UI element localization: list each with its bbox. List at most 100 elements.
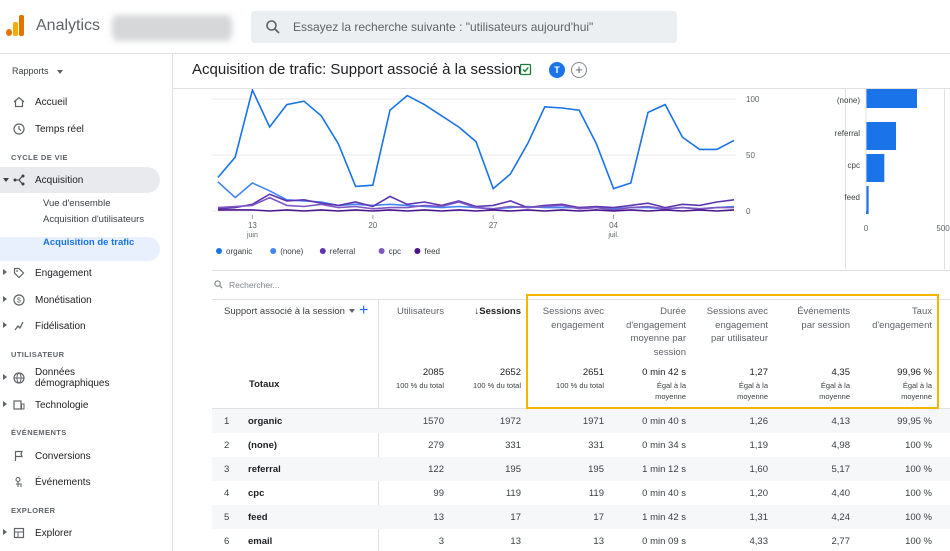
sidebar-sub-vue-ensemble[interactable]: Vue d'ensemble	[43, 198, 111, 209]
bar-feed[interactable]	[866, 186, 869, 214]
add-comparison-button[interactable]: +	[571, 62, 587, 78]
legend-label[interactable]: feed	[424, 247, 440, 256]
sidebar-item-conversions[interactable]: Conversions	[0, 443, 160, 469]
row-dimension-value[interactable]: organic	[248, 416, 283, 427]
cell-events: 4,24	[831, 512, 851, 523]
column-header-engaged[interactable]: Sessions avec engagement	[542, 306, 604, 331]
sidebar-item-donnees-demographiques[interactable]: Données démographiques	[0, 365, 160, 391]
total-value-engaged_per_user: 1,27	[749, 367, 769, 378]
x-tick-label: 20	[368, 221, 377, 230]
x-tick-label: 04	[609, 221, 618, 230]
cell-events: 4,98	[831, 440, 851, 451]
sidebar-item-explorer[interactable]: Explorer	[0, 520, 160, 546]
column-header-duration[interactable]: Durée d'engagement moyenne par session	[626, 306, 686, 358]
sidebar-item-engagement[interactable]: Engagement	[0, 260, 160, 286]
sidebar-item-fidelisation[interactable]: Fidélisation	[0, 313, 160, 339]
x-tick-label: 27	[489, 221, 498, 230]
cell-engaged: 13	[593, 536, 604, 547]
svg-text:$: $	[17, 298, 21, 305]
row-dimension-value[interactable]: (none)	[248, 440, 278, 451]
row-dimension-value[interactable]: referral	[248, 464, 281, 475]
bar-cpc[interactable]	[866, 154, 885, 182]
sidebar-item-accueil[interactable]: Accueil	[0, 89, 160, 115]
bar-category-label: feed	[844, 193, 860, 202]
cell-users: 13	[433, 512, 444, 523]
expand-right-icon	[3, 374, 7, 380]
table-row[interactable]: 1 organic 1570 1972 1971 0 min 40 s 1,26 4,13 99…	[212, 409, 950, 433]
row-dimension-value[interactable]: cpc	[248, 488, 265, 499]
total-subtext-sessions: 100 % du total	[473, 381, 521, 390]
table-row[interactable]: 2 (none) 279 331 331 0 min 34 s 1,19 4,98 100 %	[212, 433, 950, 457]
avatar[interactable]: T	[549, 62, 565, 78]
sidebar-divider	[172, 54, 173, 551]
sidebar-label: Données démographiques	[35, 367, 110, 389]
row-dimension-value[interactable]: email	[248, 536, 273, 547]
column-header-sessions[interactable]: ↓Sessions	[474, 306, 521, 317]
sidebar: Rapports Accueil Temps réel CYCLE DE VIE…	[0, 55, 172, 551]
expand-right-icon	[3, 322, 7, 328]
caret-down-icon	[348, 309, 355, 314]
tag-icon	[12, 266, 26, 280]
reports-label: Rapports	[12, 66, 49, 76]
line-chart: 100 50 0 13 juin 20 27 04 juil. organic (none) refe…	[212, 89, 760, 256]
column-header-events[interactable]: Événements par session	[797, 306, 850, 331]
analytics-logo-icon[interactable]	[6, 14, 26, 36]
series-line-cpc	[217, 196, 734, 211]
table-row[interactable]: 5 feed 13 17 17 1 min 42 s 1,31 4,24 100 %	[212, 505, 950, 529]
legend-swatch	[319, 248, 326, 254]
cell-users: 279	[428, 440, 444, 451]
sidebar-label: Temps réel	[35, 123, 84, 135]
reports-dropdown[interactable]: Rapports	[12, 66, 63, 76]
legend-label[interactable]: organic	[226, 247, 252, 256]
total-value-events: 4,35	[831, 367, 851, 378]
add-dimension-icon[interactable]: +	[359, 302, 369, 319]
x-tick-sublabel: juil.	[607, 232, 619, 239]
retention-icon	[12, 319, 26, 333]
row-dimension-value[interactable]: feed	[248, 512, 268, 523]
bar-none[interactable]	[866, 89, 917, 108]
account-selector[interactable]	[112, 15, 232, 41]
sidebar-item-acquisition[interactable]: Acquisition	[0, 167, 160, 193]
table-row[interactable]: 6 email 3 13 13 0 min 09 s 4,33 2,77 100 %	[212, 529, 950, 551]
acquisition-icon	[12, 173, 26, 187]
sidebar-item-technologie[interactable]: Technologie	[0, 392, 160, 418]
cell-rate: 100 %	[905, 536, 932, 547]
cell-duration: 1 min 12 s	[642, 464, 686, 475]
legend-label[interactable]: cpc	[389, 247, 401, 256]
total-subtext-users: 100 % du total	[396, 381, 444, 390]
search-bar[interactable]: Essayez la recherche suivante : "utilisa…	[251, 11, 677, 43]
search-icon	[266, 20, 280, 34]
explore-icon	[12, 526, 26, 540]
sidebar-item-monetisation[interactable]: $ Monétisation	[0, 287, 160, 313]
column-header-users[interactable]: Utilisateurs	[397, 306, 444, 317]
sidebar-label: Événements	[35, 476, 91, 488]
row-index: 1	[224, 416, 230, 427]
section-label-evenements: ÉVÉNEMENTS	[11, 428, 67, 437]
table-search[interactable]: Rechercher...	[214, 280, 280, 290]
cell-duration: 0 min 40 s	[642, 488, 686, 499]
legend-label[interactable]: referral	[330, 247, 356, 256]
cell-rate: 100 %	[905, 512, 932, 523]
sidebar-item-temps-reel[interactable]: Temps réel	[0, 116, 160, 142]
report-status-check-icon[interactable]	[519, 63, 532, 76]
table-row[interactable]: 3 referral 122 195 195 1 min 12 s 1,60 5,17 100 …	[212, 457, 950, 481]
bar-referral[interactable]	[866, 122, 897, 150]
chart-bottom-divider	[212, 270, 950, 271]
cell-engaged_per_user: 1,19	[749, 440, 769, 451]
legend-label[interactable]: (none)	[280, 247, 303, 256]
row-index: 6	[224, 536, 230, 547]
column-header-rate[interactable]: Taux d'engagement	[872, 306, 932, 331]
cell-sessions: 17	[510, 512, 521, 523]
total-subtext-rate: Égal à la moyenne	[901, 381, 932, 401]
expand-down-icon	[3, 178, 9, 182]
column-header-engaged_per_user[interactable]: Sessions avec engagement par utilisateur	[706, 306, 768, 344]
header-divider	[173, 88, 950, 89]
cell-duration: 1 min 42 s	[642, 512, 686, 523]
sidebar-sub-acq-trafic[interactable]: Acquisition de trafic	[43, 237, 135, 248]
sidebar-item-evenements[interactable]: Événements	[0, 469, 160, 495]
series-line-feed	[218, 209, 735, 212]
dimension-header[interactable]: Support associé à la session	[224, 306, 355, 317]
table-row[interactable]: 4 cpc 99 119 119 0 min 40 s 1,20 4,40 100 %	[212, 481, 950, 505]
sidebar-sub-acq-utilisateurs[interactable]: Acquisition d'utilisateurs	[43, 214, 145, 225]
cell-rate: 99,95 %	[897, 416, 932, 427]
